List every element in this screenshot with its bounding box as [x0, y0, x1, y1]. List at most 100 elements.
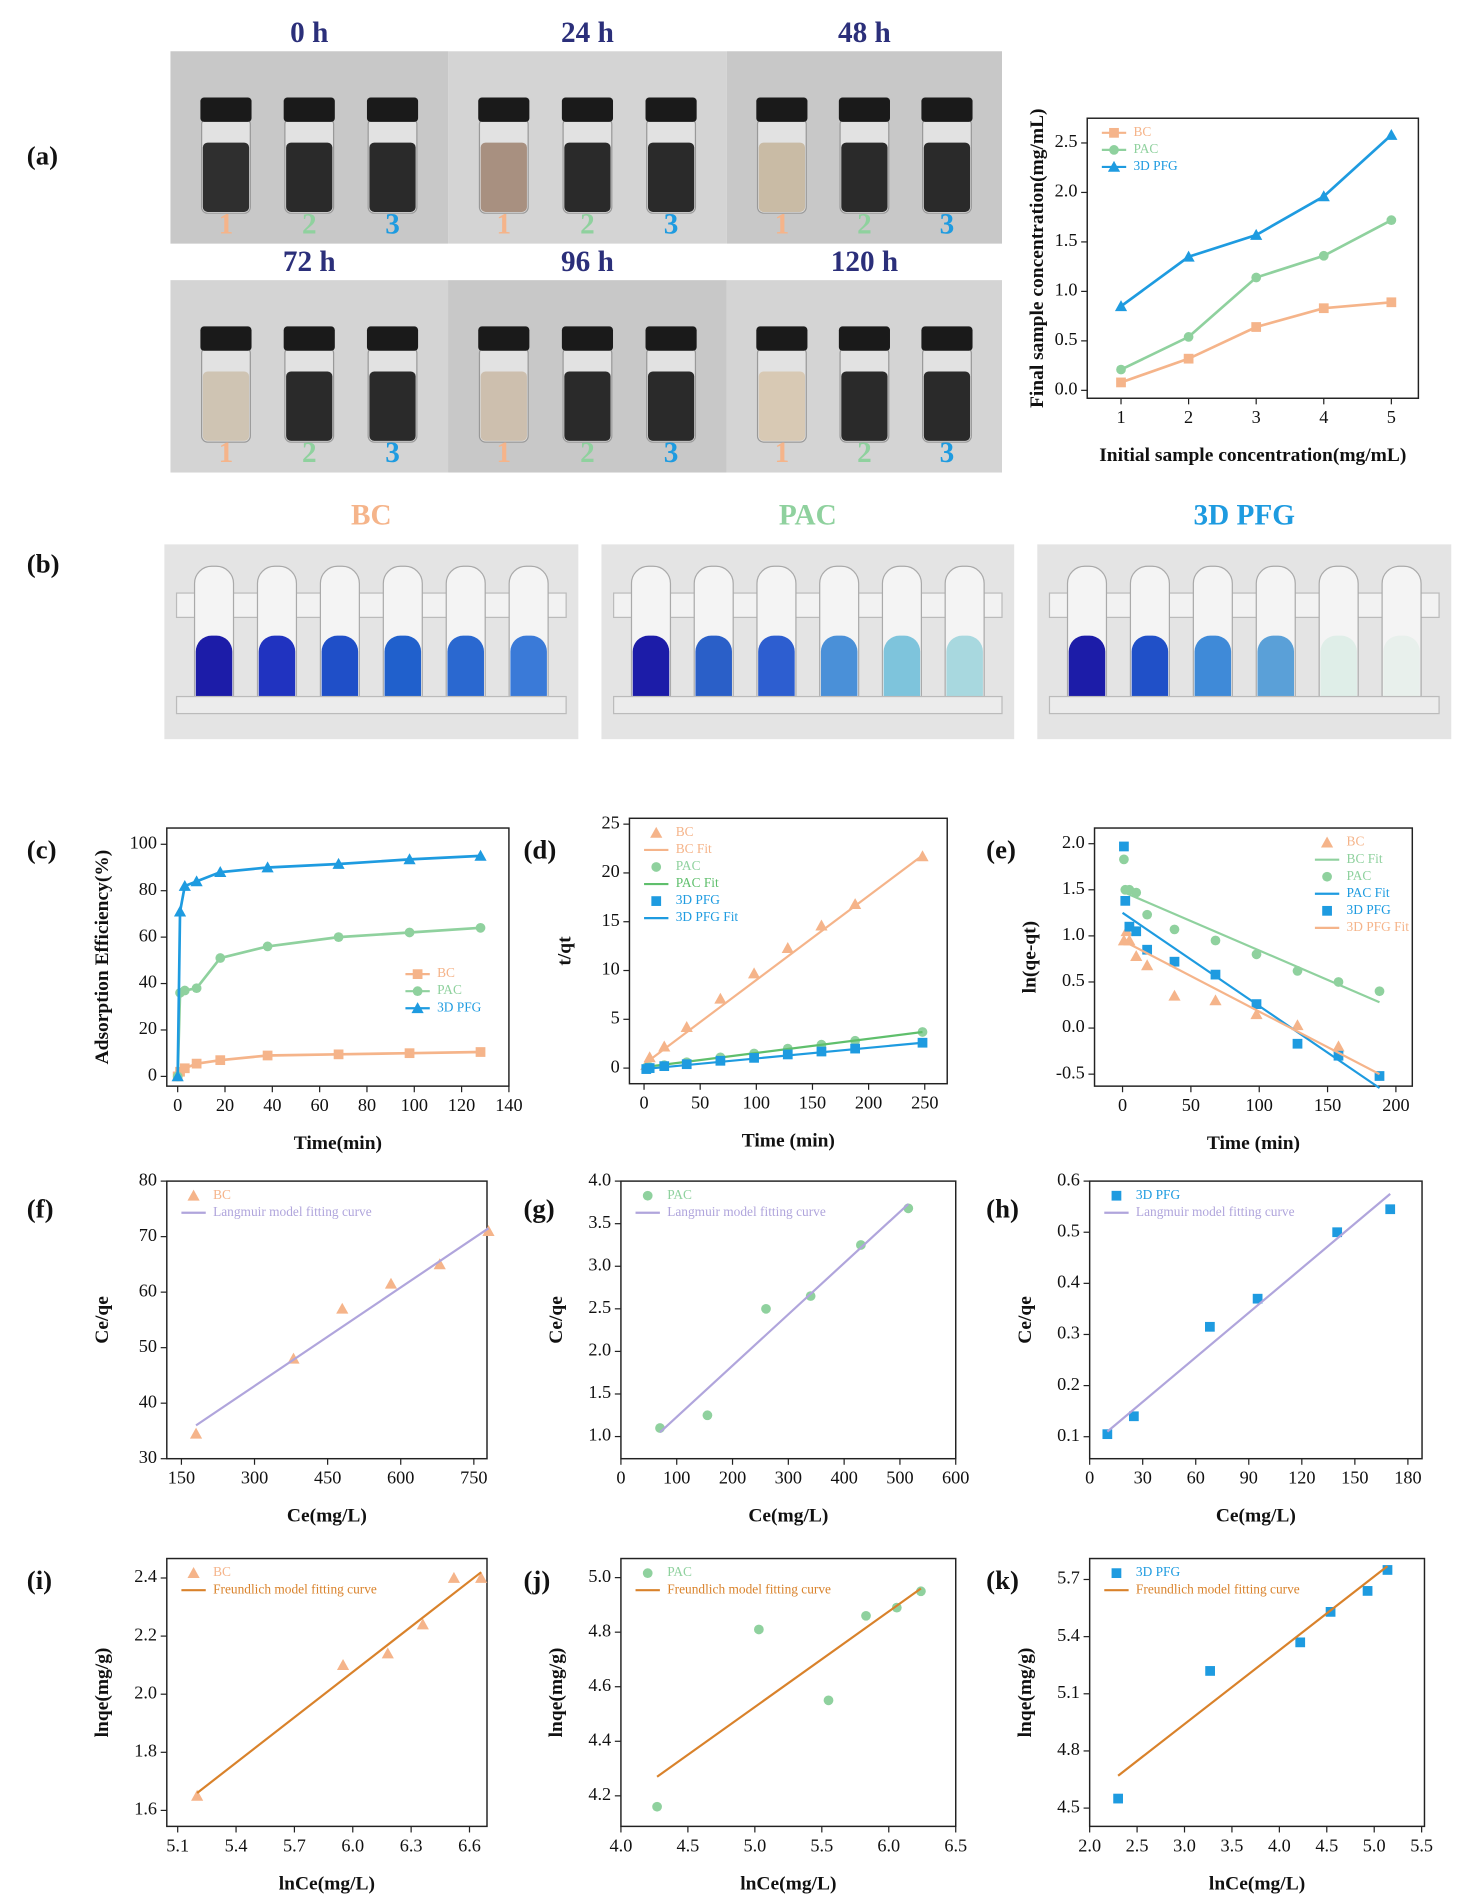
legend-label: BC	[1347, 834, 1365, 849]
legend-label: 3D PFG	[1136, 1187, 1181, 1202]
y-tick-label: 0	[611, 1056, 620, 1076]
marker	[861, 1610, 871, 1621]
rack	[175, 592, 567, 619]
y-tick-label: 0.5	[1055, 329, 1078, 349]
marker	[191, 983, 202, 994]
panel-label: (e)	[986, 835, 1016, 865]
vial-liquid	[647, 142, 695, 212]
vial-liquid	[564, 142, 611, 212]
marker	[189, 1427, 203, 1439]
tube-liquid	[1383, 635, 1420, 712]
x-tick-label: 0	[639, 1093, 648, 1113]
vial-label: 1	[775, 437, 790, 469]
marker	[823, 1695, 834, 1706]
x-tick-label: 300	[775, 1468, 802, 1488]
tube-liquid	[321, 635, 359, 712]
legend-label: PAC	[667, 1564, 692, 1579]
y-tick-label: 4.5	[1057, 1796, 1080, 1816]
x-tick-label: 40	[263, 1095, 281, 1115]
vial-cap	[478, 97, 530, 122]
legend-label: BC	[676, 824, 694, 839]
marker	[1250, 1008, 1263, 1020]
marker	[215, 1055, 226, 1066]
marker	[173, 905, 187, 917]
legend-marker	[1322, 905, 1332, 916]
y-axis-label: lnqe(mg/g)	[1015, 1648, 1036, 1738]
marker	[332, 857, 345, 869]
y-axis-label: t/qt	[555, 936, 576, 966]
vial-liquid	[369, 142, 416, 212]
y-tick-label: 4.8	[588, 1620, 611, 1640]
y-tick-label: 70	[139, 1225, 157, 1245]
photo-title: PAC	[779, 499, 837, 531]
photo-title: 3D PFG	[1194, 499, 1295, 531]
rack	[613, 592, 1003, 619]
vial-cap	[366, 97, 419, 122]
vial-label: 2	[857, 437, 872, 469]
y-tick-label: 50	[139, 1336, 157, 1356]
y-tick-label: 3.5	[588, 1212, 611, 1232]
legend-marker	[651, 862, 662, 872]
y-tick-label: -0.5	[1056, 1062, 1085, 1082]
series-line	[1121, 911, 1381, 1089]
tube-liquid	[883, 635, 921, 712]
x-tick-label: 4.5	[1315, 1835, 1338, 1855]
vial-liquid	[564, 371, 611, 441]
y-axis-label: Adsorption Efficiency(%)	[92, 850, 113, 1065]
y-tick-label: 40	[139, 972, 157, 992]
series-line	[659, 1203, 910, 1434]
plot-frame	[166, 1557, 488, 1828]
plot-frame	[620, 1180, 957, 1460]
marker	[1251, 949, 1262, 960]
x-tick-label: 5.5	[810, 1835, 833, 1855]
tube-liquid	[946, 635, 983, 712]
vial-label: 3	[385, 208, 400, 240]
legend-marker	[187, 1189, 200, 1201]
legend-marker	[1109, 127, 1119, 138]
y-tick-label: 60	[139, 925, 157, 945]
legend-label: PAC	[667, 1187, 692, 1202]
vial-cap	[838, 326, 890, 351]
vial-liquid	[923, 142, 971, 212]
marker	[1120, 895, 1131, 906]
x-axis-label: Ce(mg/L)	[748, 1506, 828, 1527]
vial-liquid	[841, 142, 888, 212]
y-tick-label: 2.0	[1055, 181, 1078, 201]
legend-label: 3D PFG Fit	[1347, 919, 1410, 934]
marker	[1169, 924, 1180, 935]
marker	[447, 1571, 461, 1583]
vial-liquid	[286, 371, 333, 441]
legend-marker	[642, 1190, 653, 1201]
marker	[333, 1049, 344, 1060]
legend-label: Langmuir model fitting curve	[213, 1204, 372, 1219]
vial-liquid	[923, 371, 971, 441]
photo-caption: 72 h	[283, 246, 336, 278]
marker	[1333, 977, 1344, 987]
marker	[1332, 1227, 1343, 1238]
legend-label: Freundlich model fitting curve	[667, 1581, 831, 1596]
tube-liquid	[758, 635, 795, 712]
marker	[658, 1040, 671, 1052]
x-tick-label: 600	[387, 1468, 414, 1488]
marker	[1130, 950, 1143, 962]
tube-liquid	[820, 635, 858, 712]
vial-liquid	[758, 371, 806, 441]
y-tick-label: 100	[130, 832, 157, 852]
marker	[1332, 1040, 1345, 1052]
marker	[178, 879, 191, 891]
tube-liquid	[1131, 635, 1169, 712]
vial-liquid	[647, 371, 695, 441]
legend-marker	[651, 896, 662, 906]
x-tick-label: 5.0	[1363, 1835, 1386, 1855]
vial-label: 1	[775, 208, 790, 240]
panel-label: (a)	[27, 141, 58, 171]
vial-label: 1	[219, 437, 234, 469]
x-tick-label: 3.5	[1221, 1835, 1244, 1855]
y-tick-label: 1.5	[1062, 878, 1085, 898]
marker	[652, 1801, 662, 1812]
legend-label: BC Fit	[676, 841, 712, 856]
legend-label: 3D PFG Fit	[676, 909, 739, 924]
legend-label: 3D PFG	[676, 892, 721, 907]
marker	[475, 922, 486, 933]
marker	[191, 1789, 204, 1801]
